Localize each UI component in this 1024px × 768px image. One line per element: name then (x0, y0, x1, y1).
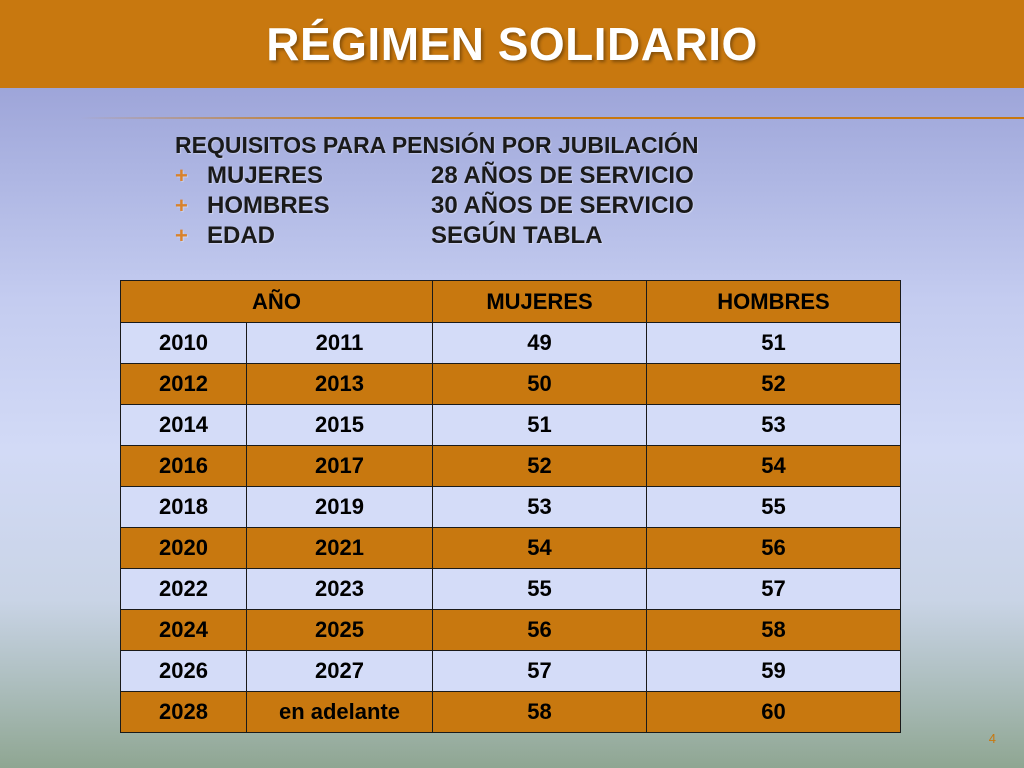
women-age-cell: 51 (432, 404, 647, 446)
table-header-row: AÑO MUJERES HOMBRES (120, 280, 901, 323)
year-start-cell: 2012 (120, 363, 247, 405)
men-age-cell: 57 (646, 568, 901, 610)
year-end-cell: 2025 (246, 609, 433, 651)
year-end-cell: 2019 (246, 486, 433, 528)
year-start-cell: 2016 (120, 445, 247, 487)
year-start-cell: 2014 (120, 404, 247, 446)
year-start-cell: 2026 (120, 650, 247, 692)
year-end-cell: 2027 (246, 650, 433, 692)
men-age-cell: 58 (646, 609, 901, 651)
header-year: AÑO (120, 280, 433, 323)
women-age-cell: 50 (432, 363, 647, 405)
year-start-cell: 2022 (120, 568, 247, 610)
divider-line (80, 117, 1024, 119)
men-age-cell: 60 (646, 691, 901, 733)
men-age-cell: 55 (646, 486, 901, 528)
header-men: HOMBRES (646, 280, 901, 323)
year-end-cell: 2015 (246, 404, 433, 446)
year-end-cell: 2023 (246, 568, 433, 610)
men-age-cell: 53 (646, 404, 901, 446)
requirements-heading: REQUISITOS PARA PENSIÓN POR JUBILACIÓN (175, 132, 699, 158)
requirement-item-women: + MUJERES 28 AÑOS DE SERVICIO (175, 161, 699, 191)
plus-bullet-icon: + (175, 193, 188, 218)
year-end-cell: 2011 (246, 322, 433, 364)
requirement-label: HOMBRES (207, 192, 330, 219)
women-age-cell: 55 (432, 568, 647, 610)
plus-bullet-icon: + (175, 223, 188, 248)
year-end-cell: en adelante (246, 691, 433, 733)
plus-bullet-icon: + (175, 163, 188, 188)
men-age-cell: 52 (646, 363, 901, 405)
page-number: 4 (988, 731, 996, 746)
men-age-cell: 59 (646, 650, 901, 692)
women-age-cell: 58 (432, 691, 647, 733)
table-row: 2022 2023 55 57 (120, 568, 901, 610)
year-start-cell: 2010 (120, 322, 247, 364)
men-age-cell: 54 (646, 445, 901, 487)
table-row: 2016 2017 52 54 (120, 445, 901, 487)
header-women: MUJERES (432, 280, 647, 323)
table-row: 2012 2013 50 52 (120, 363, 901, 405)
year-start-cell: 2024 (120, 609, 247, 651)
men-age-cell: 51 (646, 322, 901, 364)
table-row: 2028 en adelante 58 60 (120, 691, 901, 733)
women-age-cell: 53 (432, 486, 647, 528)
year-start-cell: 2018 (120, 486, 247, 528)
women-age-cell: 56 (432, 609, 647, 651)
year-end-cell: 2017 (246, 445, 433, 487)
slide-title: RÉGIMEN SOLIDARIO (266, 18, 758, 70)
year-end-cell: 2013 (246, 363, 433, 405)
requirement-label: MUJERES (207, 162, 324, 189)
title-bar: RÉGIMEN SOLIDARIO (0, 0, 1024, 88)
table-row: 2014 2015 51 53 (120, 404, 901, 446)
men-age-cell: 56 (646, 527, 901, 569)
year-start-cell: 2028 (120, 691, 247, 733)
table-row: 2010 2011 49 51 (120, 322, 901, 364)
table-row: 2026 2027 57 59 (120, 650, 901, 692)
requirement-value: SEGÚN TABLA (431, 222, 603, 249)
women-age-cell: 54 (432, 527, 647, 569)
women-age-cell: 49 (432, 322, 647, 364)
requirement-value: 28 AÑOS DE SERVICIO (431, 162, 694, 189)
table-row: 2024 2025 56 58 (120, 609, 901, 651)
retirement-age-table: AÑO MUJERES HOMBRES 2010 2011 49 51 2012 2013… (120, 280, 901, 733)
table-row: 2020 2021 54 56 (120, 527, 901, 569)
requirements-block: REQUISITOS PARA PENSIÓN POR JUBILACIÓN +… (175, 132, 699, 251)
women-age-cell: 57 (432, 650, 647, 692)
requirement-item-age: + EDAD SEGÚN TABLA (175, 221, 699, 251)
requirement-item-men: + HOMBRES 30 AÑOS DE SERVICIO (175, 191, 699, 221)
requirement-value: 30 AÑOS DE SERVICIO (431, 192, 694, 219)
women-age-cell: 52 (432, 445, 647, 487)
requirement-label: EDAD (207, 222, 276, 249)
table-row: 2018 2019 53 55 (120, 486, 901, 528)
year-end-cell: 2021 (246, 527, 433, 569)
year-start-cell: 2020 (120, 527, 247, 569)
